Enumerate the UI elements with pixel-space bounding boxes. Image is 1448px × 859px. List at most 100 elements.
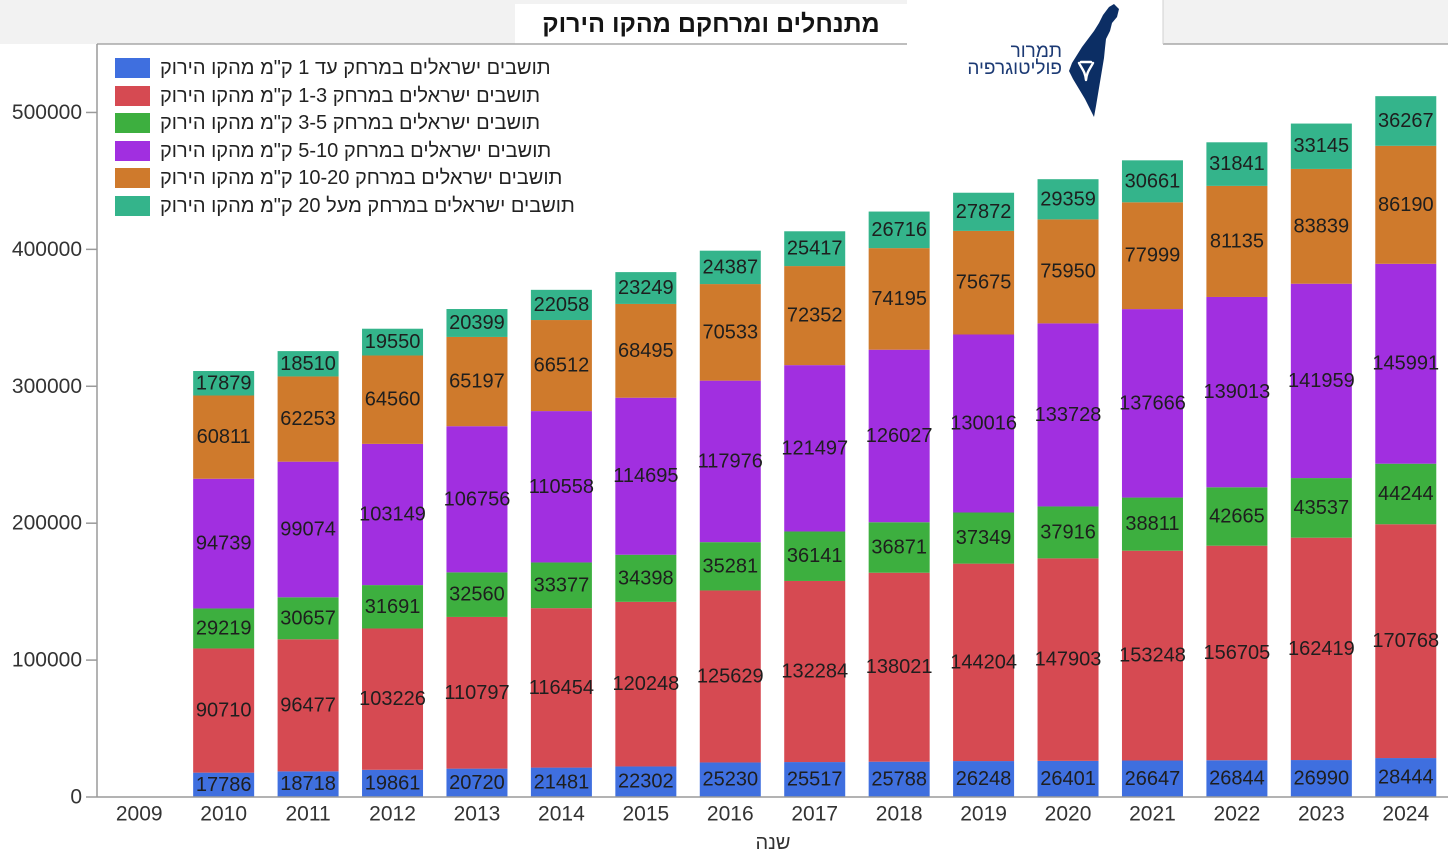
bar-segment-2022-series-6: [1206, 142, 1268, 186]
x-tick-label: 2018: [876, 803, 923, 826]
legend-item: תושבים ישראלים במרחק עד 1 ק"מ מהקו הירוק: [115, 56, 635, 80]
bar-segment-2020-series-6: [1037, 179, 1099, 220]
data-label-2012-series-3: 31691: [365, 596, 421, 618]
bar-segment-2020-series-1: [1037, 760, 1099, 797]
bar-segment-2017-series-1: [784, 762, 846, 797]
legend-item: תושבים ישראלים במרחק 10-20 ק"מ מהקו הירו…: [115, 166, 635, 190]
data-label-2018-series-4: 126027: [866, 425, 933, 447]
y-tick-label: 100000: [12, 649, 82, 672]
bar-segment-2023-series-4: [1290, 283, 1352, 479]
bar-segment-2010-series-2: [193, 648, 255, 773]
bar-segment-2023-series-6: [1290, 123, 1352, 169]
x-tick-label: 2013: [454, 803, 501, 826]
bar-segment-2022-series-5: [1206, 185, 1268, 297]
data-label-2012-series-5: 64560: [365, 389, 421, 411]
data-label-2012-series-4: 103149: [359, 503, 426, 525]
data-label-2023-series-6: 33145: [1294, 135, 1350, 157]
data-label-2021-series-2: 153248: [1119, 645, 1186, 667]
bar-segment-2022-series-2: [1206, 545, 1268, 761]
bar-segment-2015-series-6: [615, 272, 677, 304]
bar-segment-2013-series-4: [446, 426, 508, 573]
data-labels-group: 17786 90710 29219 94739 60811 17879 18718 96477…: [196, 110, 1439, 796]
data-label-2012-series-1: 19861: [365, 772, 421, 794]
data-label-2024-series-2: 170768: [1372, 630, 1439, 652]
bar-segment-2018-series-4: [868, 349, 930, 523]
bar-segment-2013-series-2: [446, 616, 508, 769]
data-label-2010-series-1: 17786: [196, 774, 252, 796]
data-label-2023-series-3: 43537: [1294, 497, 1350, 519]
bar-segment-2022-series-3: [1206, 487, 1268, 546]
bar-segment-2010-series-6: [193, 371, 255, 396]
chart-title: מתנחלים ומרחקם מהקו הירוק: [542, 10, 880, 38]
y-tick-label: 500000: [12, 101, 82, 124]
data-label-2020-series-6: 29359: [1040, 188, 1096, 210]
bar-segment-2013-series-6: [446, 309, 508, 337]
data-label-2013-series-1: 20720: [449, 772, 505, 794]
data-label-2013-series-5: 65197: [449, 371, 505, 393]
bar-segment-2010-series-5: [193, 395, 255, 479]
bar-segment-2021-series-1: [1121, 760, 1183, 797]
bar-segment-2014-series-5: [530, 320, 592, 412]
data-label-2020-series-1: 26401: [1040, 768, 1096, 790]
data-label-2017-series-1: 25517: [787, 769, 843, 791]
y-tick-label: 400000: [12, 238, 82, 261]
bar-segment-2017-series-5: [784, 266, 846, 366]
bar-segment-2022-series-1: [1206, 760, 1268, 797]
bar-segment-2021-series-2: [1121, 550, 1183, 761]
data-label-2013-series-6: 20399: [449, 312, 505, 334]
bars-group: [193, 96, 1437, 797]
bar-segment-2011-series-4: [277, 461, 339, 598]
bar-segment-2020-series-5: [1037, 219, 1099, 324]
y-axis-ticks: 0 100000 200000 300000 400000 500000: [12, 101, 97, 809]
bar-segment-2016-series-4: [699, 380, 761, 543]
data-label-2019-series-3: 37349: [956, 527, 1012, 549]
legend-label: תושבים ישראלים במרחק מעל 20 ק"מ מהקו היר…: [160, 195, 575, 217]
x-tick-label: 2010: [200, 803, 247, 826]
x-tick-label: 2023: [1298, 803, 1345, 826]
x-tick-label: 2017: [791, 803, 838, 826]
bar-segment-2024-series-5: [1375, 145, 1437, 264]
legend-item: תושבים ישראלים במרחק מעל 20 ק"מ מהקו היר…: [115, 194, 635, 218]
bar-segment-2022-series-4: [1206, 296, 1268, 488]
bar-segment-2020-series-3: [1037, 506, 1099, 559]
bar-segment-2019-series-4: [953, 334, 1015, 513]
data-label-2021-series-6: 30661: [1125, 170, 1181, 192]
data-label-2019-series-5: 75675: [956, 272, 1012, 294]
bar-segment-2023-series-5: [1290, 168, 1352, 284]
logo-text-line1: תמרור: [1010, 41, 1062, 62]
data-label-2020-series-3: 37916: [1040, 521, 1096, 543]
data-label-2020-series-4: 133728: [1035, 404, 1102, 426]
data-label-2021-series-1: 26647: [1125, 768, 1181, 790]
data-label-2011-series-1: 18718: [280, 773, 336, 795]
data-label-2017-series-3: 36141: [787, 545, 843, 567]
data-label-2024-series-6: 36267: [1378, 110, 1434, 132]
data-label-2023-series-2: 162419: [1288, 638, 1355, 660]
logo-text-line2: פוליטוגרפיה: [967, 58, 1062, 79]
data-label-2015-series-1: 22302: [618, 771, 674, 793]
bar-segment-2015-series-5: [615, 303, 677, 398]
bar-segment-2012-series-5: [362, 355, 424, 444]
data-label-2022-series-6: 31841: [1209, 153, 1265, 175]
bar-segment-2016-series-2: [699, 590, 761, 763]
x-tick-label: 2022: [1214, 803, 1261, 826]
data-label-2016-series-5: 70533: [702, 321, 758, 343]
data-label-2015-series-3: 34398: [618, 567, 674, 589]
data-label-2012-series-6: 19550: [365, 331, 421, 353]
data-label-2018-series-1: 25788: [871, 768, 927, 790]
bar-segment-2012-series-3: [362, 585, 424, 629]
bar-segment-2021-series-6: [1121, 160, 1183, 203]
bar-segment-2010-series-1: [193, 772, 255, 797]
bar-segment-2010-series-4: [193, 478, 255, 609]
data-label-2014-series-6: 22058: [534, 294, 590, 316]
bar-segment-2019-series-6: [953, 192, 1015, 231]
x-tick-label: 2021: [1129, 803, 1176, 826]
data-label-2024-series-4: 145991: [1372, 353, 1439, 375]
y-tick-label: 300000: [12, 375, 82, 398]
legend-swatch: [115, 113, 150, 133]
bar-segment-2021-series-5: [1121, 202, 1183, 310]
data-label-2014-series-4: 110558: [529, 476, 594, 498]
data-label-2019-series-2: 144204: [950, 651, 1017, 673]
data-label-2018-series-6: 26716: [871, 219, 927, 241]
bar-segment-2019-series-2: [953, 563, 1015, 762]
bar-segment-2018-series-1: [868, 761, 930, 797]
